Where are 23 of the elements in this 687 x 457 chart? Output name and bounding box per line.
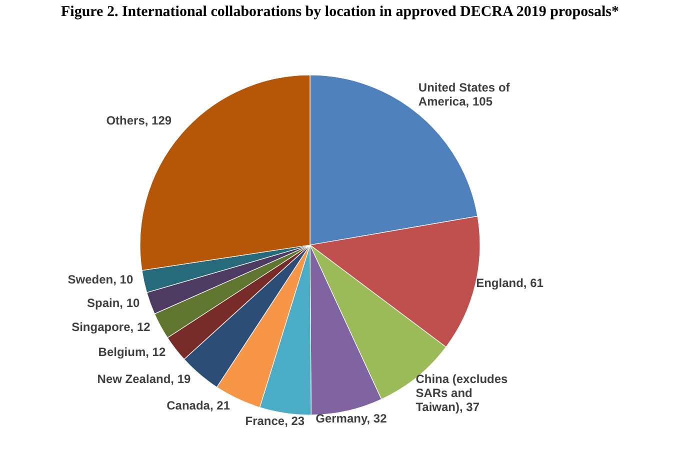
slice-label: Others	[106, 114, 146, 128]
data-label: , 37	[459, 400, 480, 414]
data-label: , 129	[144, 114, 172, 128]
data-label: , 19	[170, 372, 192, 386]
data-label: , 21	[210, 398, 230, 413]
slice-label: England	[476, 276, 524, 290]
data-label: , 12	[146, 344, 166, 359]
slice-label: France	[245, 414, 285, 428]
chart-title: Figure 2. International collaborations by location in approved DECRA 2019 proposals*	[60, 3, 620, 21]
data-label: , 10	[113, 272, 134, 286]
slice-label: Canada	[166, 398, 210, 413]
slice-label: Belgium	[98, 344, 146, 359]
slice-label: New Zealand	[97, 372, 171, 386]
data-label: , 32	[366, 412, 388, 426]
data-label: , 12	[130, 320, 151, 334]
slice-label: Sweden	[68, 272, 114, 286]
slice-label: Singapore	[72, 320, 131, 334]
data-label: , 61	[523, 276, 544, 290]
data-label: , 105	[466, 94, 493, 109]
data-label: , 10	[120, 296, 140, 310]
data-label: , 23	[284, 414, 305, 428]
slice-label: Spain	[86, 296, 120, 310]
slice-label: Germany	[316, 412, 368, 426]
